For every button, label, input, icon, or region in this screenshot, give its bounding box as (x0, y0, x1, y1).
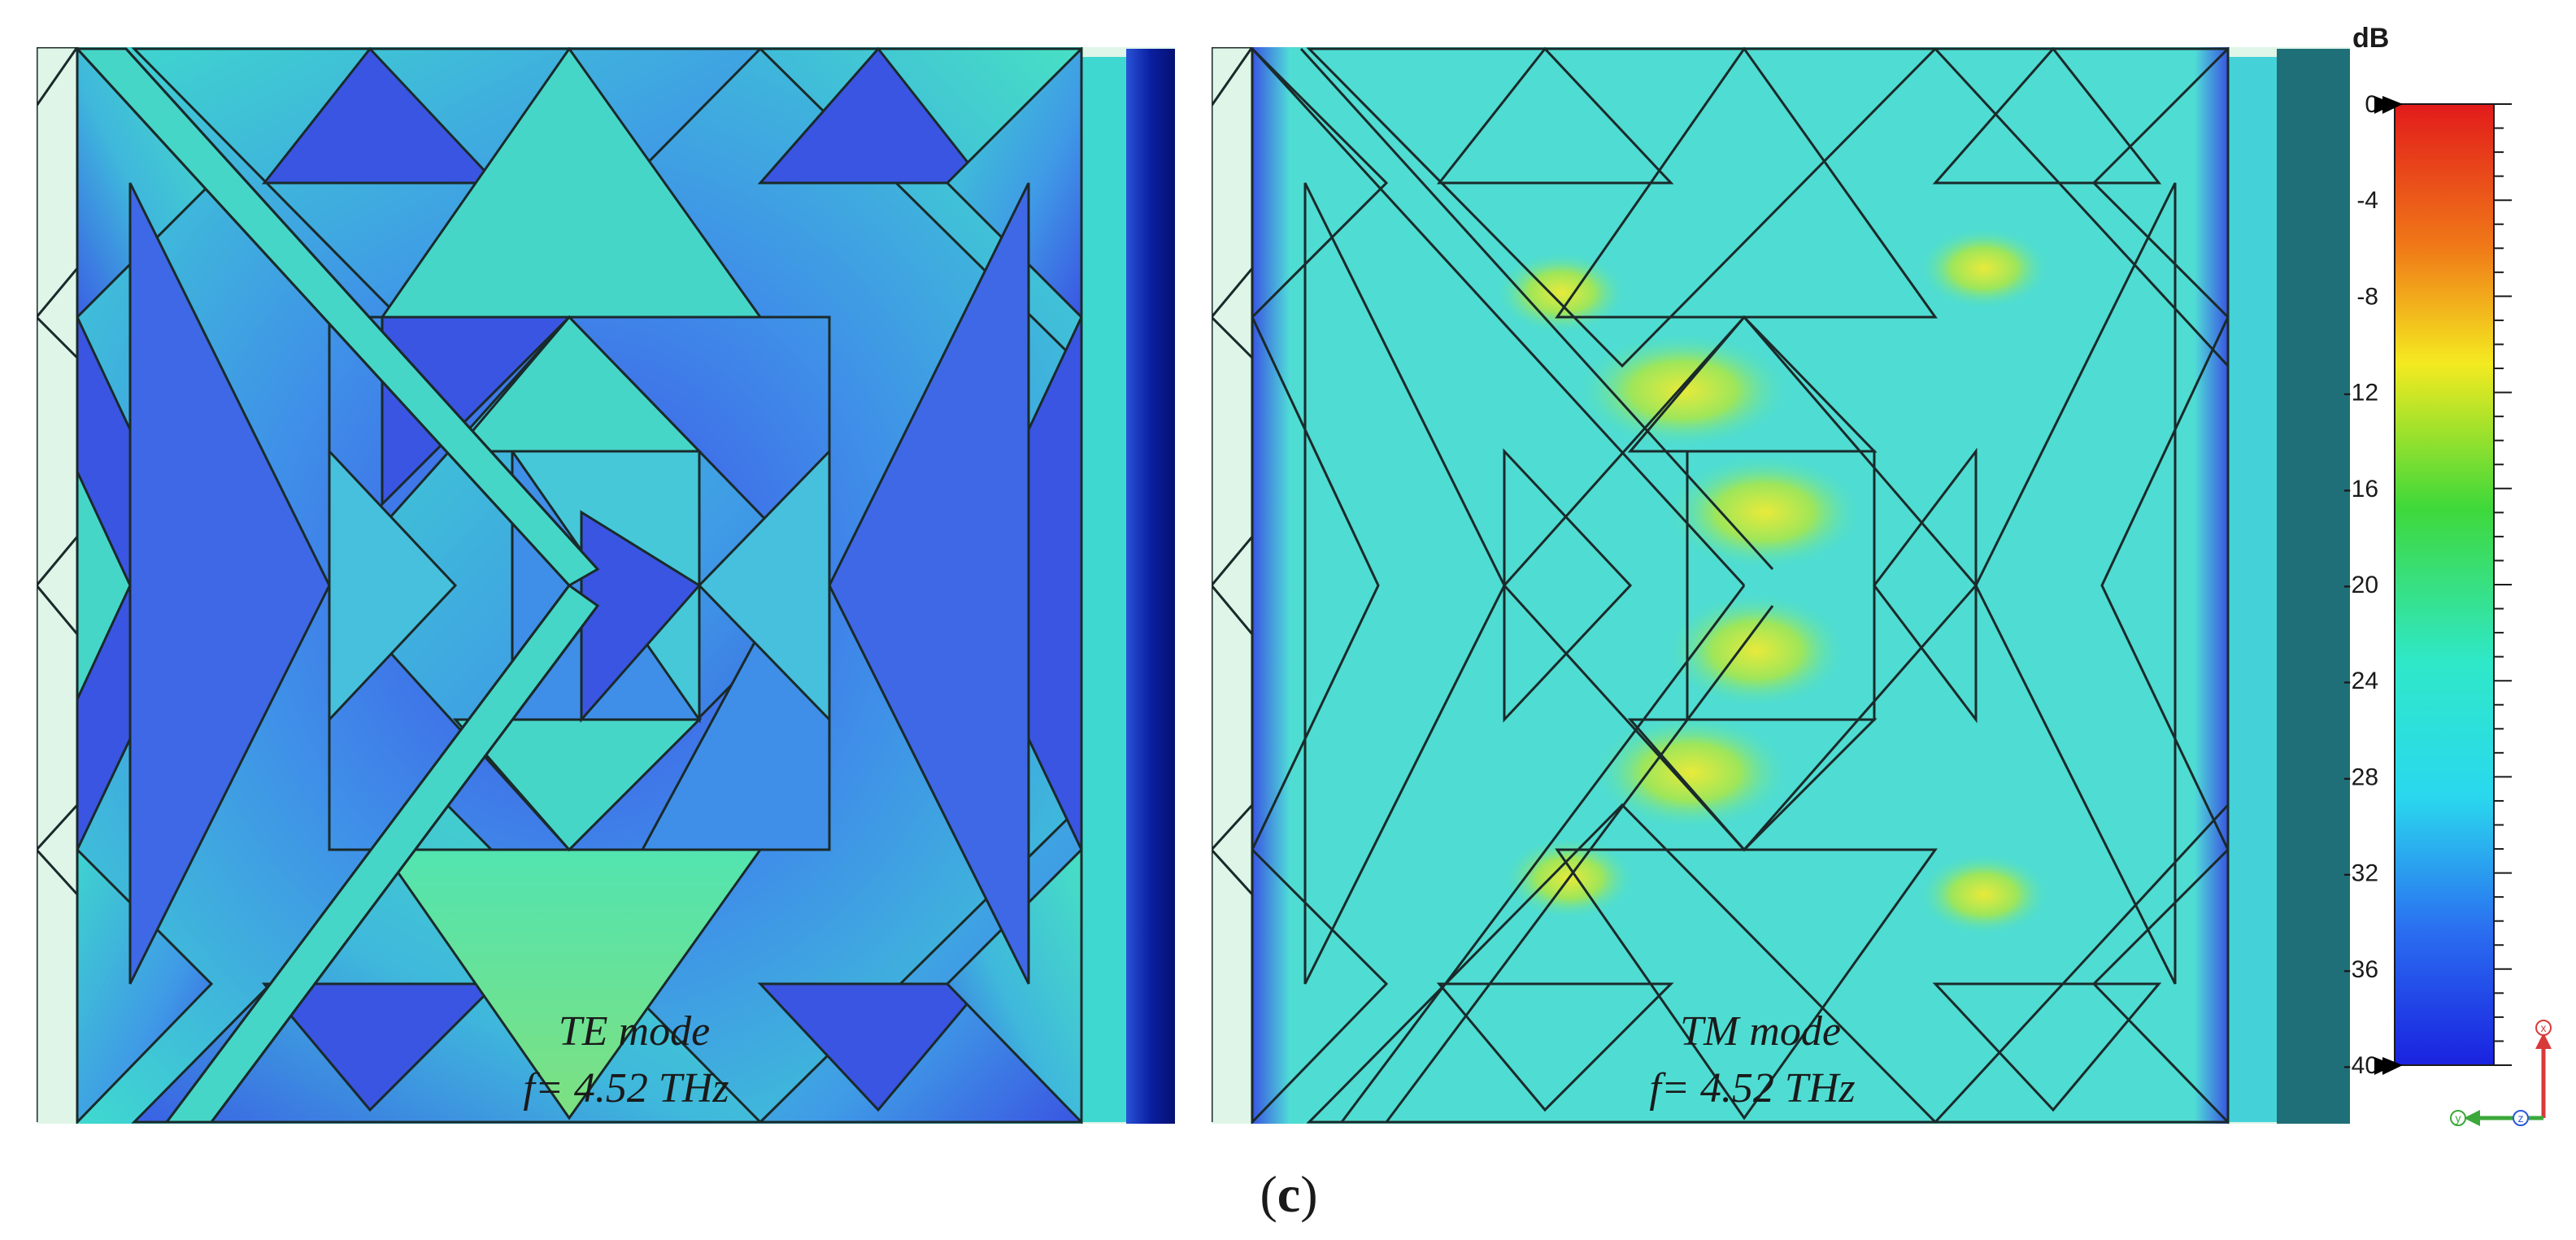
caption-letter: c (1277, 1165, 1300, 1223)
axes-orientation-icon: x y z (2450, 1020, 2552, 1126)
colorbar-tick-label: -4 (2356, 187, 2378, 214)
caption-close: ) (1300, 1165, 1317, 1223)
axis-y-label: y (2456, 1112, 2461, 1125)
colorbar-unit: dB (2352, 23, 2389, 54)
tm-triangle-grid (1212, 47, 2230, 1124)
colorbar-top-marker-2 (2382, 96, 2403, 114)
tm-mode-label: TM mode (1680, 1008, 1841, 1055)
colorbar-bottom-marker-2 (2382, 1057, 2403, 1075)
caption-open: ( (1260, 1165, 1277, 1223)
colorbar-tick-label: -28 (2343, 764, 2378, 790)
colorbar-gradient (2394, 103, 2495, 1066)
tm-left-edge (1252, 47, 1289, 1124)
colorbar-tick-label: -8 (2356, 283, 2378, 310)
colorbar-tick-label: -20 (2343, 572, 2378, 598)
te-panel (37, 47, 1175, 1124)
axis-x-label: x (2541, 1021, 2547, 1034)
tm-edge-notches (1212, 47, 1254, 898)
te-triangle-grid (37, 47, 1083, 1124)
colorbar-tick-label: -40 (2343, 1052, 2378, 1079)
tm-frequency-label: f= 4.52 THz (1649, 1065, 1855, 1112)
colorbar-ticks: 0-4-8-12-16-20-24-28-32-36-40 (2343, 91, 2512, 1079)
colorbar-tick-label: -12 (2343, 380, 2378, 407)
colorbar-tick-label: -32 (2343, 860, 2378, 887)
tm-edge-strip (2228, 57, 2277, 1122)
colorbar-tick-label: -24 (2343, 668, 2378, 694)
te-mode-label: TE mode (559, 1008, 710, 1055)
axis-z-label: z (2518, 1112, 2524, 1125)
colorbar-tick-label: -36 (2343, 956, 2378, 983)
tm-edge-dark (2277, 49, 2350, 1124)
colorbar-tick-label: -16 (2343, 476, 2378, 503)
tm-panel (1212, 47, 2350, 1124)
figure-caption: (c) (1260, 1165, 1317, 1223)
tm-right-glow (2195, 47, 2228, 1124)
te-edge-dark (1126, 49, 1175, 1124)
te-frequency-label: f= 4.52 THz (523, 1065, 729, 1112)
te-edge-strip (1077, 57, 1126, 1122)
colorbar: dB 0-4-8-12-16-20-24-28-32-36-40 (2343, 23, 2512, 1079)
